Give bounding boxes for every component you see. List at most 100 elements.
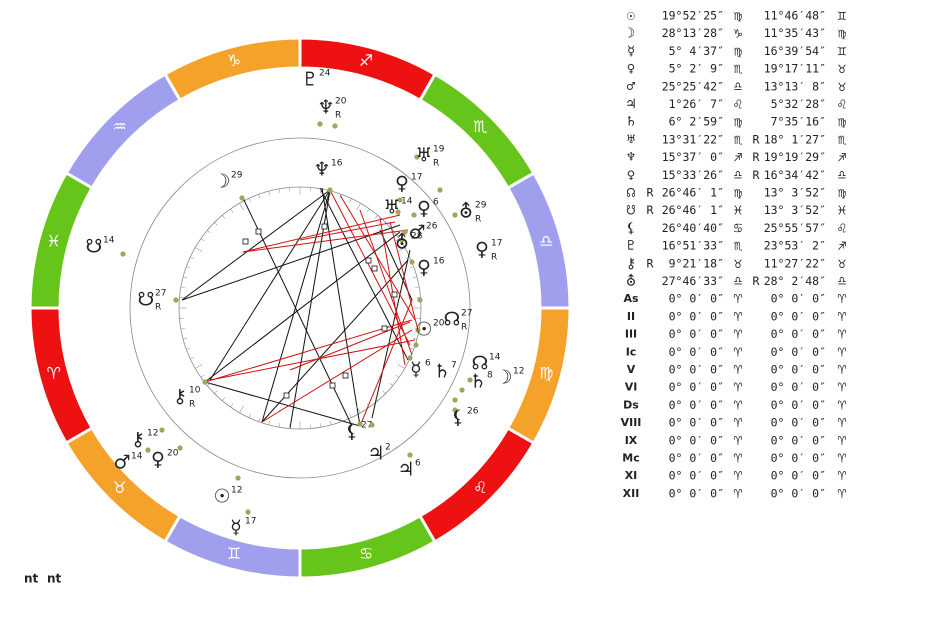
sign: ♎ — [838, 274, 846, 290]
retrograde-flag: R — [647, 186, 654, 200]
aspect-line — [371, 249, 411, 419]
position: 23°53′ 2″ — [764, 239, 826, 253]
tick — [382, 390, 386, 394]
row-symbol: VIII — [621, 416, 642, 429]
planet-dot — [417, 297, 423, 303]
tick — [374, 215, 379, 219]
aspect-line — [359, 299, 413, 427]
sign: ♍ — [734, 185, 742, 201]
zodiac-sign: ♓ — [47, 232, 61, 251]
sign: ♈ — [838, 397, 847, 413]
planet-degree: 24 — [319, 69, 331, 79]
tick — [258, 417, 261, 422]
planet-dot — [173, 297, 179, 303]
aspect-line — [389, 221, 419, 331]
row-symbol: XII — [623, 487, 640, 500]
planet-glyph: ♀ — [151, 449, 165, 471]
sign: ♈ — [838, 362, 847, 378]
planet-glyph: ☽ — [213, 171, 230, 193]
sign: ♈ — [734, 397, 743, 413]
sign: ♑ — [734, 26, 743, 42]
tick — [180, 328, 185, 330]
planet-glyph: ♇ — [301, 69, 318, 91]
planet-dot — [245, 509, 251, 515]
aspect-line — [209, 189, 331, 381]
position: 0° 0′ 0″ — [669, 345, 724, 359]
row-symbol: ☽ — [627, 26, 635, 42]
position: 27°46′33″ — [662, 274, 724, 288]
position: 7°35′16″ — [771, 115, 826, 129]
sign: ♈ — [734, 486, 743, 502]
position: 13° 3′52″ — [764, 186, 826, 200]
tick — [366, 403, 370, 408]
sign: ♈ — [838, 415, 847, 431]
aspect-line — [242, 214, 401, 253]
planet-glyph: ⛢ — [395, 232, 409, 254]
tick — [200, 374, 205, 378]
tick — [397, 247, 405, 252]
aspect-line — [242, 229, 409, 253]
sign: ♍ — [734, 114, 742, 130]
planet-glyph: ♀ — [417, 257, 431, 279]
tick — [221, 215, 226, 219]
position: 0° 0′ 0″ — [669, 398, 724, 412]
aspect-line — [359, 209, 413, 356]
tick — [221, 397, 226, 401]
retrograde-flag: R — [647, 256, 654, 270]
position: 26°40′40″ — [662, 221, 724, 235]
tick — [397, 364, 405, 369]
tick — [395, 374, 400, 378]
zodiac-sign: ♊ — [227, 544, 241, 563]
planet-glyph: ♀ — [475, 239, 489, 261]
aspect-marker — [381, 325, 388, 332]
positions-table: ☉ 19°52′25″ ♍ 11°46′48″ ♊ ☽ 28°13′28″ ♑ 11°35′43… — [621, 8, 847, 502]
zodiac-sign: ♋ — [359, 544, 373, 563]
planet-degree: 29 — [475, 201, 487, 211]
row-symbol: II — [627, 310, 635, 323]
aspect-line — [319, 187, 409, 361]
planet-dot — [235, 475, 241, 481]
planet-dot — [332, 123, 338, 129]
position: 28°13′28″ — [662, 26, 724, 40]
planet-degree: 29 — [231, 171, 243, 181]
sign: ♈ — [734, 468, 743, 484]
aspect-marker — [242, 238, 249, 245]
sign: ♎ — [838, 167, 846, 183]
aspect-line — [204, 231, 401, 383]
row-symbol: IX — [625, 434, 638, 447]
aspect-line — [261, 189, 331, 423]
planet-dot — [452, 407, 458, 413]
row-symbol: XI — [625, 469, 638, 482]
position: 0° 0′ 0″ — [771, 363, 826, 377]
planet-glyph: ☽ — [495, 367, 512, 389]
tick — [248, 413, 251, 418]
planet-degree: 12 — [231, 486, 242, 496]
tick — [186, 347, 191, 350]
position: 15°33′26″ — [662, 168, 724, 182]
planet-dot — [467, 377, 473, 383]
sign: ♍ — [734, 43, 742, 59]
position: 0° 0′ 0″ — [669, 433, 724, 447]
retrograde-flag: R — [461, 323, 467, 333]
position: 15°37′ 0″ — [662, 150, 724, 164]
position: 0° 0′ 0″ — [771, 398, 826, 412]
planet-degree: 7 — [451, 361, 457, 371]
sign: ♈ — [838, 380, 847, 396]
aspect-line — [181, 224, 401, 301]
position: 0° 0′ 0″ — [771, 292, 826, 306]
planet-glyph: ⚷ — [173, 386, 187, 408]
planet-degree: 6 — [415, 459, 421, 469]
position: 13°13′ 8″ — [764, 79, 826, 93]
planet-degree: 10 — [189, 386, 201, 396]
planet-degree: 14 — [131, 452, 143, 462]
sign: ♌ — [734, 97, 743, 113]
sign: ♌ — [838, 97, 847, 113]
position: 0° 0′ 0″ — [771, 451, 826, 465]
position: 9°21′18″ — [669, 256, 724, 270]
sign: ♍ — [838, 26, 846, 42]
planet-glyph: ⚸ — [345, 421, 359, 443]
sign: ♓ — [838, 203, 846, 219]
tick — [349, 413, 352, 418]
planet-glyph: ☊ — [444, 309, 461, 331]
tick — [214, 222, 218, 226]
